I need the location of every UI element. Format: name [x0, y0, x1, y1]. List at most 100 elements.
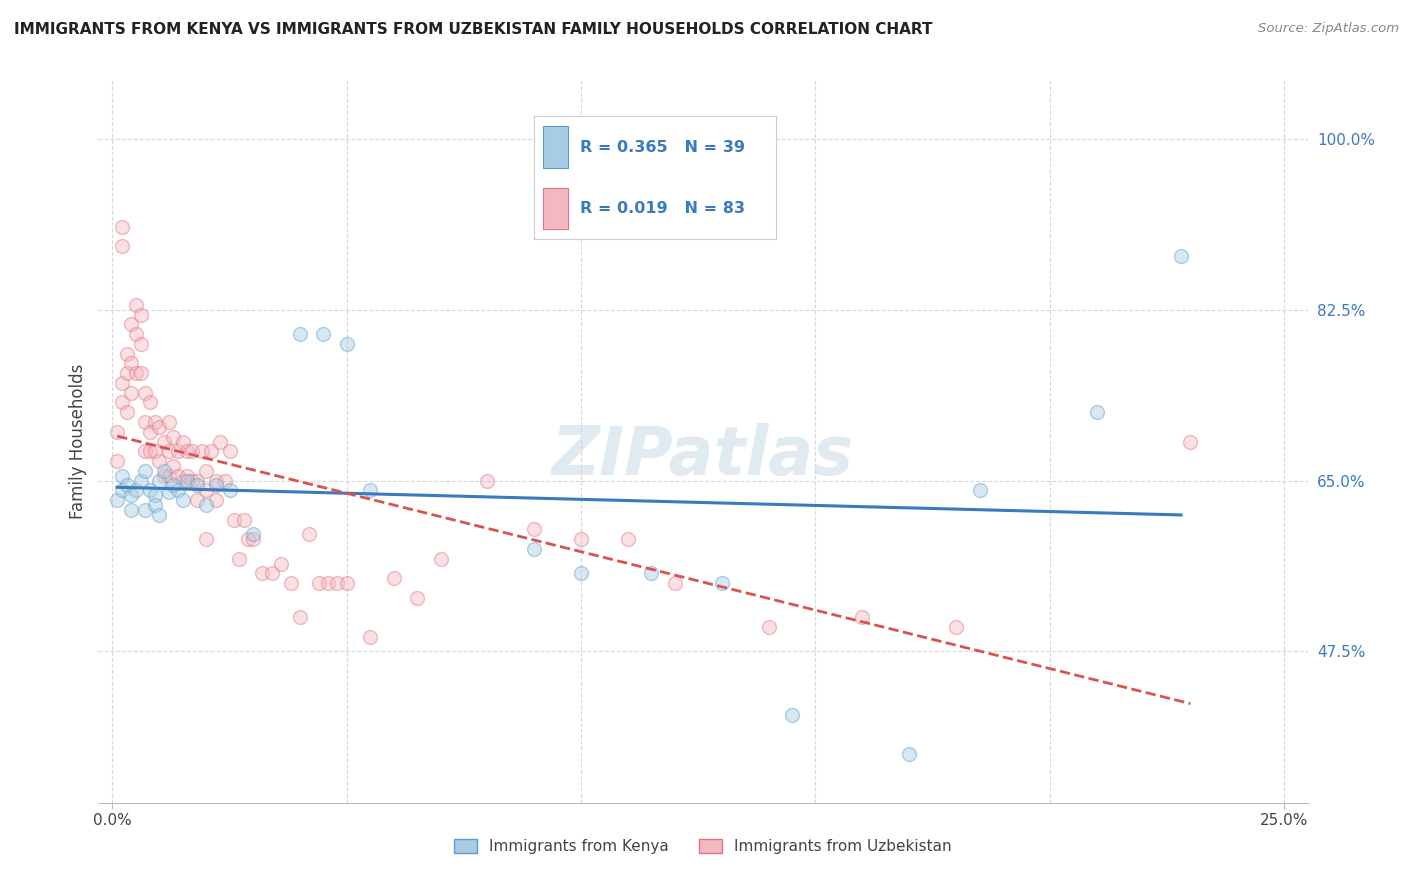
Point	[406, 591, 429, 605]
Point	[134, 464, 156, 478]
Point	[162, 458, 184, 473]
Point	[162, 430, 184, 444]
Point	[218, 444, 240, 458]
Point	[780, 707, 803, 722]
Point	[336, 576, 359, 591]
Point	[204, 493, 226, 508]
Point	[569, 532, 592, 546]
Point	[105, 425, 128, 439]
Point	[148, 474, 170, 488]
Point	[120, 318, 142, 332]
Point	[125, 298, 148, 312]
Point	[523, 541, 546, 556]
Point	[190, 444, 212, 458]
Point	[129, 308, 152, 322]
Point	[111, 483, 134, 498]
Point	[308, 576, 330, 591]
Point	[139, 483, 162, 498]
Point	[312, 327, 335, 342]
Point	[477, 474, 499, 488]
Point	[120, 488, 142, 502]
Point	[176, 444, 198, 458]
Point	[111, 468, 134, 483]
Point	[232, 513, 254, 527]
Point	[134, 385, 156, 400]
Point	[209, 434, 232, 449]
Point	[242, 532, 264, 546]
Point	[157, 468, 180, 483]
Point	[176, 468, 198, 483]
Point	[1180, 434, 1202, 449]
Point	[758, 620, 780, 634]
Point	[969, 483, 991, 498]
Point	[298, 527, 321, 541]
Point	[204, 478, 226, 492]
Legend: Immigrants from Kenya, Immigrants from Uzbekistan: Immigrants from Kenya, Immigrants from U…	[447, 833, 959, 860]
Point	[204, 474, 226, 488]
Point	[1085, 405, 1108, 419]
Point	[176, 474, 198, 488]
Point	[270, 557, 292, 571]
Point	[157, 485, 180, 500]
Point	[153, 434, 176, 449]
Point	[186, 474, 208, 488]
Point	[134, 444, 156, 458]
Point	[143, 444, 166, 458]
Point	[316, 576, 339, 591]
Point	[288, 327, 311, 342]
Point	[640, 566, 662, 581]
Point	[617, 532, 640, 546]
Point	[148, 454, 170, 468]
Point	[143, 498, 166, 512]
Point	[129, 337, 152, 351]
Point	[429, 551, 451, 566]
Point	[134, 415, 156, 429]
Point	[111, 219, 134, 234]
Point	[129, 474, 152, 488]
Text: ZIPatlas: ZIPatlas	[553, 423, 853, 489]
Point	[167, 468, 190, 483]
Point	[945, 620, 967, 634]
Point	[214, 474, 236, 488]
Point	[200, 444, 222, 458]
Point	[569, 566, 592, 581]
Point	[710, 576, 733, 591]
Point	[125, 366, 148, 380]
Point	[523, 523, 546, 537]
Point	[157, 444, 180, 458]
Point	[139, 444, 162, 458]
Point	[139, 425, 162, 439]
Point	[242, 527, 264, 541]
Point	[280, 576, 302, 591]
Point	[120, 356, 142, 370]
Point	[111, 239, 134, 253]
Point	[195, 483, 218, 498]
Point	[148, 508, 170, 522]
Point	[260, 566, 283, 581]
Point	[115, 478, 138, 492]
Text: IMMIGRANTS FROM KENYA VS IMMIGRANTS FROM UZBEKISTAN FAMILY HOUSEHOLDS CORRELATIO: IMMIGRANTS FROM KENYA VS IMMIGRANTS FROM…	[14, 22, 932, 37]
Point	[186, 478, 208, 492]
Point	[105, 493, 128, 508]
Point	[172, 493, 194, 508]
Point	[120, 503, 142, 517]
Point	[228, 551, 250, 566]
Point	[167, 444, 190, 458]
Point	[195, 464, 218, 478]
Point	[326, 576, 349, 591]
Point	[111, 376, 134, 390]
Point	[125, 483, 148, 498]
Point	[851, 610, 873, 624]
Point	[139, 395, 162, 409]
Point	[195, 498, 218, 512]
Point	[105, 454, 128, 468]
Point	[148, 420, 170, 434]
Point	[382, 571, 405, 585]
Y-axis label: Family Households: Family Households	[69, 364, 87, 519]
Point	[111, 395, 134, 409]
Point	[336, 337, 359, 351]
Point	[129, 366, 152, 380]
Point	[115, 405, 138, 419]
Point	[252, 566, 274, 581]
Point	[186, 493, 208, 508]
